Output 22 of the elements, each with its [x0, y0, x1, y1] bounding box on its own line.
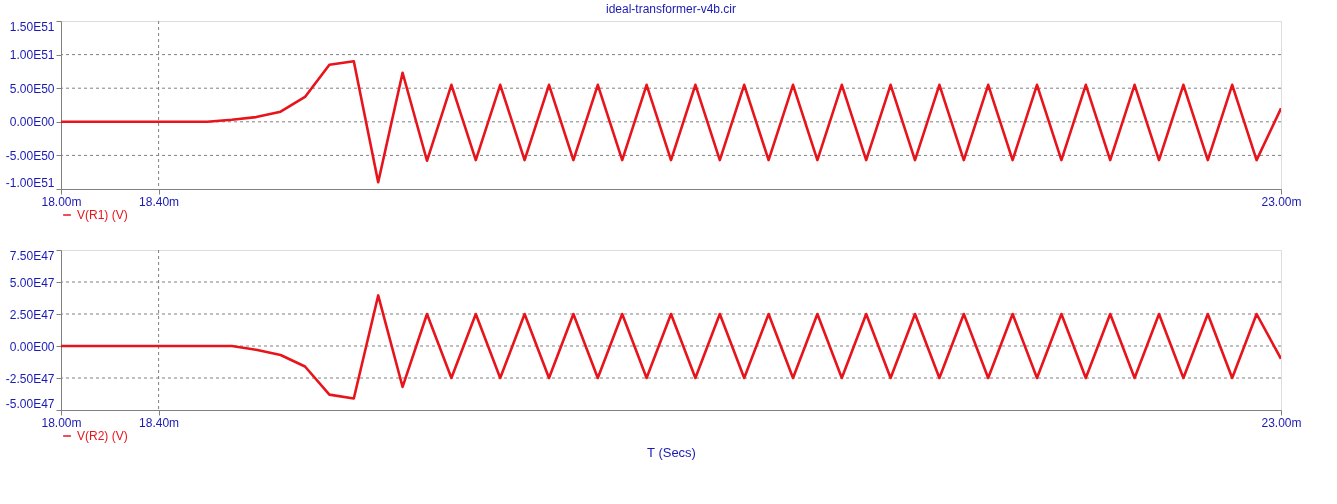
- y-tick-label: 2.50E47: [9, 307, 55, 322]
- y-tick-label: 1.00E51: [9, 48, 55, 63]
- y-tick-label: 0.00E00: [9, 339, 55, 354]
- x-tick-label: 18.00m: [41, 415, 82, 430]
- x-tick-label: 18.40m: [139, 194, 180, 209]
- x-axis-title: T (Secs): [647, 444, 696, 460]
- legend-label: V(R1) (V): [77, 208, 128, 222]
- y-tick-label: 7.50E47: [9, 248, 55, 263]
- chart-title: ideal-transformer-v4b.cir: [605, 2, 737, 16]
- y-tick-label: -2.50E47: [5, 371, 55, 386]
- y-tick-label: -1.00E51: [5, 175, 55, 190]
- y-tick-label: 0.00E00: [9, 115, 55, 130]
- x-tick-label: 18.00m: [41, 194, 82, 209]
- x-tick-label: 23.00m: [1261, 194, 1302, 209]
- legend-label: V(R2) (V): [77, 429, 128, 443]
- x-tick-label: 23.00m: [1261, 415, 1302, 430]
- y-tick-label: 1.50E51: [9, 19, 55, 34]
- y-tick-label: -5.00E47: [5, 396, 55, 411]
- y-tick-label: -5.00E50: [5, 148, 55, 163]
- y-tick-label: 5.00E50: [9, 81, 55, 96]
- x-tick-label: 18.40m: [139, 415, 180, 430]
- y-tick-label: 5.00E47: [9, 275, 55, 290]
